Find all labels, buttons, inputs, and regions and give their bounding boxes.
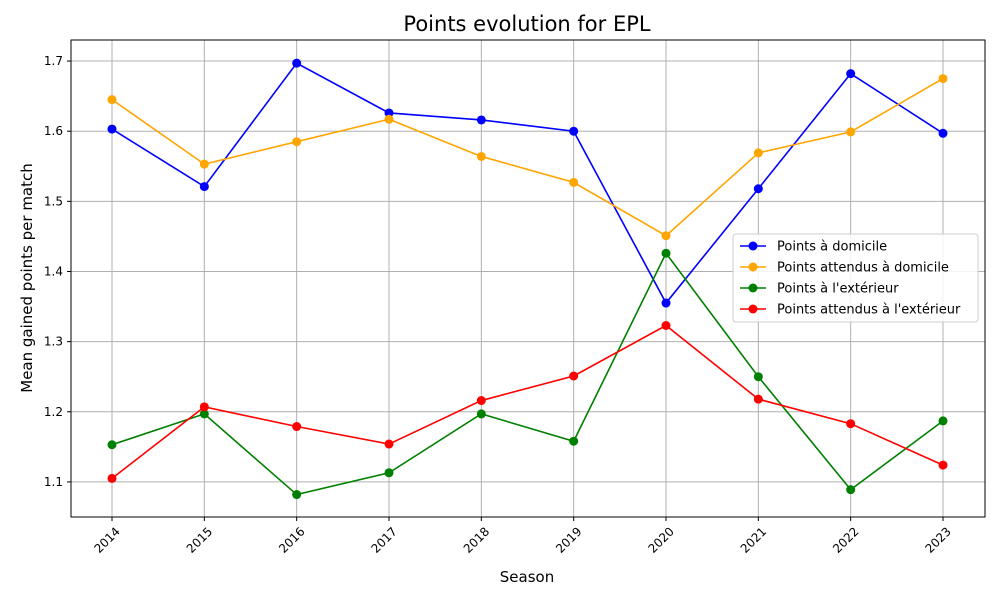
data-point — [107, 124, 117, 134]
x-axis-ticks: 2014 2015 2016 2017 2018 2019 2020 2021 2022 2023 — [91, 517, 954, 556]
data-point — [846, 127, 856, 137]
data-point — [661, 320, 671, 330]
x-tick-label: 2020 — [645, 524, 676, 555]
data-point — [107, 473, 117, 483]
y-tick-label: 1.2 — [44, 405, 63, 419]
data-point — [384, 114, 394, 124]
data-point — [107, 95, 117, 105]
data-point — [199, 159, 209, 169]
data-point — [846, 69, 856, 79]
legend-label: Points attendus à domicile — [777, 261, 949, 276]
y-tick-label: 1.4 — [44, 264, 63, 278]
x-tick-label: 2019 — [553, 524, 584, 555]
data-point — [753, 184, 763, 194]
data-point — [846, 485, 856, 495]
data-point — [384, 468, 394, 478]
legend-swatch-marker — [748, 304, 758, 314]
data-point — [661, 298, 671, 308]
chart-title: Points evolution for EPL — [403, 12, 650, 36]
y-tick-label: 1.5 — [44, 194, 63, 208]
data-point — [476, 115, 486, 125]
legend-swatch-marker — [748, 241, 758, 251]
series-4 — [107, 320, 948, 483]
legend-label: Points à domicile — [777, 240, 887, 255]
series-3 — [107, 248, 948, 500]
data-point — [292, 137, 302, 147]
x-tick-label: 2015 — [184, 524, 215, 555]
data-point — [753, 372, 763, 382]
legend-box — [732, 233, 979, 323]
data-point — [938, 460, 948, 470]
y-axis-ticks: 1.1 1.2 1.3 1.4 1.5 1.6 1.7 — [44, 54, 71, 489]
legend-item: Points à l'extérieur — [740, 282, 899, 297]
data-point — [569, 371, 579, 381]
x-tick-label: 2018 — [461, 524, 492, 555]
x-tick-label: 2017 — [368, 524, 399, 555]
data-point — [199, 402, 209, 412]
x-tick-label: 2016 — [276, 524, 307, 555]
legend-label: Points à l'extérieur — [777, 282, 899, 297]
legend: Points à domicile Points attendus à domic… — [732, 233, 979, 323]
series-line — [111, 77, 944, 237]
x-tick-label: 2022 — [830, 524, 861, 555]
series-line — [111, 324, 944, 480]
y-tick-label: 1.3 — [44, 335, 63, 349]
data-point — [569, 177, 579, 187]
data-point — [938, 128, 948, 138]
series-line — [111, 62, 944, 305]
data-point — [292, 58, 302, 68]
series-2 — [107, 74, 948, 241]
data-point — [384, 108, 394, 118]
x-tick-label: 2023 — [922, 524, 953, 555]
data-point — [476, 396, 486, 406]
y-axis-title: Mean gained points per match — [18, 163, 36, 393]
legend-swatch-marker — [748, 283, 758, 293]
y-tick-label: 1.1 — [44, 475, 63, 489]
x-tick-label: 2021 — [738, 524, 769, 555]
data-point — [107, 440, 117, 450]
data-point — [938, 74, 948, 84]
data-point — [292, 422, 302, 432]
data-point — [199, 182, 209, 192]
x-axis-title: Season — [500, 568, 554, 586]
data-point — [199, 409, 209, 419]
series-1 — [107, 58, 948, 308]
data-point — [384, 439, 394, 449]
data-point — [753, 394, 763, 404]
data-point — [753, 148, 763, 158]
legend-item: Points attendus à domicile — [740, 261, 949, 276]
legend-item: Points à domicile — [740, 240, 887, 255]
y-tick-label: 1.7 — [44, 54, 63, 68]
series-layer — [107, 58, 948, 500]
plot-area-frame — [70, 39, 986, 518]
data-point — [569, 436, 579, 446]
legend-swatch-marker — [748, 262, 758, 272]
data-point — [569, 126, 579, 136]
data-point — [292, 490, 302, 500]
y-tick-label: 1.6 — [44, 124, 63, 138]
data-point — [938, 416, 948, 426]
data-point — [661, 231, 671, 241]
data-point — [476, 409, 486, 419]
series-line — [111, 251, 944, 496]
data-point — [846, 419, 856, 429]
data-point — [476, 151, 486, 161]
data-point — [661, 248, 671, 258]
legend-label: Points attendus à l'extérieur — [777, 303, 961, 318]
x-tick-label: 2014 — [91, 524, 122, 555]
legend-item: Points attendus à l'extérieur — [740, 303, 961, 318]
